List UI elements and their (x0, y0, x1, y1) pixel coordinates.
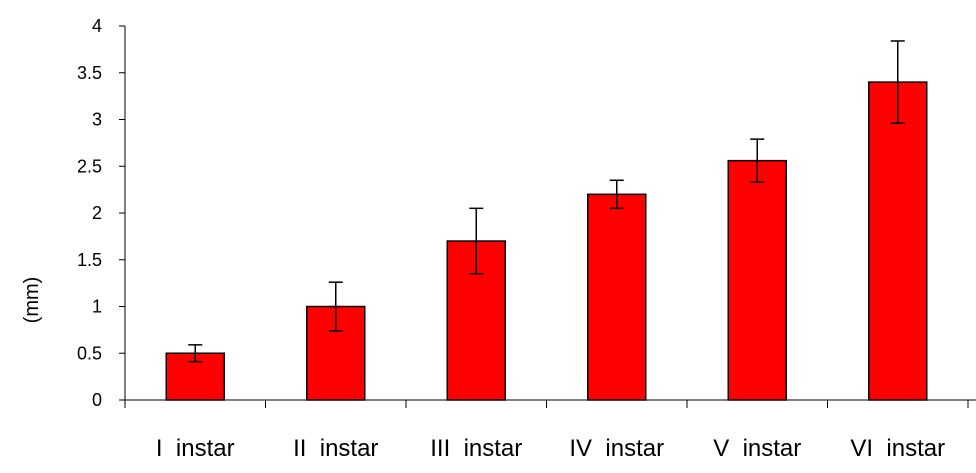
x-axis: I instar II instar III instar IV instar V in… (124, 399, 976, 462)
y-axis-title: (mm) (21, 277, 43, 324)
bars (165, 81, 928, 401)
error-bars (188, 40, 905, 363)
y-tick-label: 0.5 (77, 343, 102, 363)
y-tick-label: 2 (92, 203, 102, 223)
x-tick-label: III instar (430, 435, 522, 462)
x-tick-label: II instar (293, 435, 378, 462)
x-tick-label: VI instar (850, 435, 945, 462)
y-tick-label: 4 (92, 16, 102, 36)
y-tick-label: 3 (92, 110, 102, 130)
y-tick-label: 2.5 (77, 156, 102, 176)
x-tick-label: I instar (156, 435, 235, 462)
y-tick-label: 0 (92, 390, 102, 410)
x-tick-label: V instar (713, 435, 801, 462)
x-tick-label: IV instar (569, 435, 664, 462)
bar (727, 159, 787, 401)
y-axis: 0 0.5 1 1.5 2 2.5 3 3.5 4 (77, 16, 126, 410)
y-tick-label: 1.5 (77, 250, 102, 270)
bar (587, 193, 647, 401)
bar (868, 81, 928, 401)
y-tick-label: 3.5 (77, 63, 102, 83)
y-tick-label: 1 (92, 297, 102, 317)
